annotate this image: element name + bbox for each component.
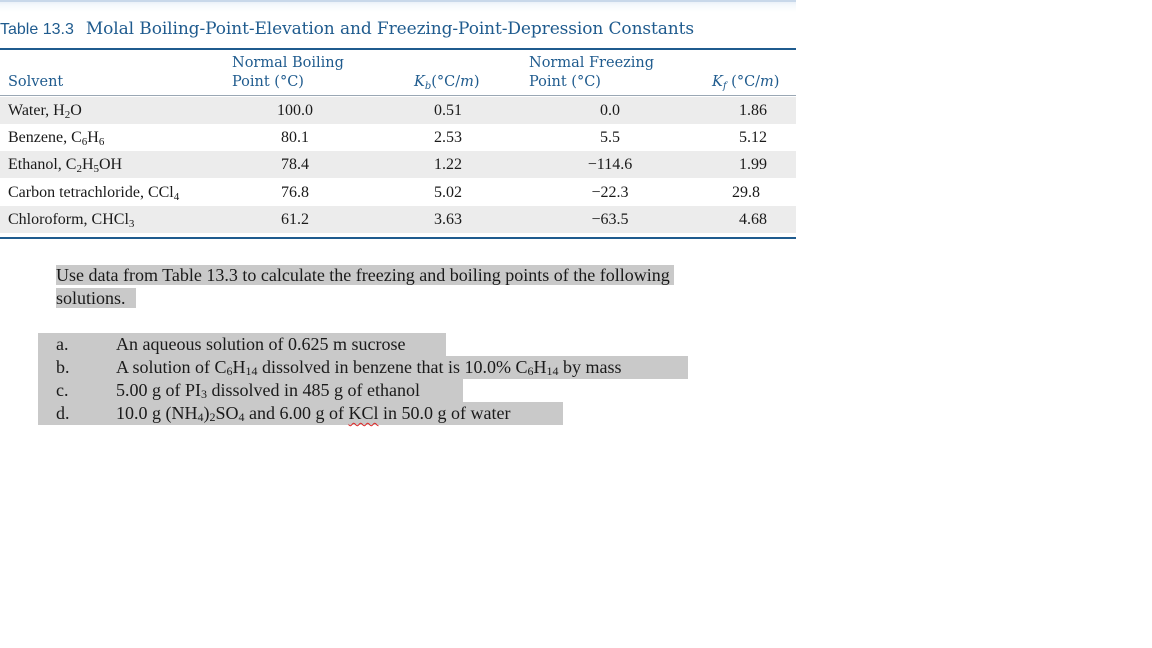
header-boiling-point: Normal Boiling Point (°C): [232, 54, 344, 92]
highlight: [38, 356, 688, 379]
part-letter: d.: [56, 403, 70, 423]
header-boiling-point-line1: Normal Boiling: [232, 55, 344, 71]
part-letter: c.: [56, 380, 69, 400]
question-prompt: Use data from Table 13.3 to calculate th…: [56, 264, 756, 310]
table-caption: Table 13.3 Molal Boiling-Point-Elevation …: [0, 19, 796, 47]
part-text: 10.0 g (NH4)2SO4 and 6.00 g of KCl in 50…: [116, 403, 511, 424]
cell-kf: 5.12: [739, 129, 767, 146]
cell-freezing-point: 5.5: [600, 129, 620, 146]
header-freezing-point-line2: Point (°C): [529, 74, 601, 90]
cell-freezing-point: −63.5: [591, 211, 629, 228]
cell-boiling-point: 78.4: [281, 156, 309, 173]
caption-rule: [0, 48, 796, 50]
cell-solvent: Ethanol, C2H5OH: [8, 156, 123, 175]
cell-boiling-point: 61.2: [281, 211, 309, 228]
cell-boiling-point: 80.1: [281, 129, 309, 146]
table-row-water: Water, H2O 100.0 0.51 0.0 1.86: [0, 97, 796, 124]
cell-freezing-point: −114.6: [587, 156, 633, 173]
highlight: [38, 402, 563, 425]
table-number: Table 13.3: [0, 21, 74, 38]
cell-kb: 0.51: [434, 102, 462, 119]
highlight: [38, 333, 446, 356]
header-solvent: Solvent: [8, 74, 64, 90]
list-item-part-c: c. 5.00 g of PI3 dissolved in 485 g of e…: [38, 379, 698, 402]
cell-kf: 1.99: [739, 156, 767, 173]
cell-solvent: Water, H2O: [8, 102, 82, 121]
highlight: [38, 379, 463, 402]
top-gradient-bar: [0, 0, 796, 12]
table-row-carbon-tetrachloride: Carbon tetrachloride, CCl4 76.8 5.02 −22…: [0, 179, 796, 206]
part-letter: a.: [56, 334, 69, 354]
header-freezing-point: Normal Freezing Point (°C): [529, 54, 654, 92]
header-kb: Kb(°C/m): [414, 74, 480, 92]
table-bottom-rule: [0, 237, 796, 239]
part-text: An aqueous solution of 0.625 m sucrose: [116, 334, 406, 354]
cell-kf: 4.68: [739, 211, 767, 228]
question-parts-list: a. An aqueous solution of 0.625 m sucros…: [38, 333, 698, 425]
cell-freezing-point: 0.0: [600, 102, 620, 119]
spellcheck-underline: KCl: [348, 403, 379, 423]
prompt-line-1: Use data from Table 13.3 to calculate th…: [56, 265, 674, 285]
cell-solvent: Benzene, C6H6: [8, 129, 105, 148]
part-text: 5.00 g of PI3 dissolved in 485 g of etha…: [116, 380, 420, 401]
cell-kb: 3.63: [434, 211, 462, 228]
list-item-part-a: a. An aqueous solution of 0.625 m sucros…: [38, 333, 698, 356]
part-letter: b.: [56, 357, 70, 377]
table-row-chloroform: Chloroform, CHCl3 61.2 3.63 −63.5 4.68: [0, 206, 796, 233]
cell-kf: 29.8: [732, 184, 760, 201]
header-boiling-point-line2: Point (°C): [232, 74, 304, 90]
list-item-part-b: b. A solution of C6H14 dissolved in benz…: [38, 356, 698, 379]
table-row-benzene: Benzene, C6H6 80.1 2.53 5.5 5.12: [0, 124, 796, 151]
cell-solvent: Carbon tetrachloride, CCl4: [8, 184, 180, 203]
table-title: Molal Boiling-Point-Elevation and Freezi…: [85, 19, 695, 39]
part-text: A solution of C6H14 dissolved in benzene…: [116, 357, 622, 378]
cell-boiling-point: 76.8: [281, 184, 309, 201]
table-row-ethanol: Ethanol, C2H5OH 78.4 1.22 −114.6 1.99: [0, 151, 796, 178]
header-freezing-point-line1: Normal Freezing: [529, 55, 655, 71]
cell-solvent: Chloroform, CHCl3: [8, 211, 135, 230]
cell-freezing-point: −22.3: [591, 184, 629, 201]
top-border-line: [0, 0, 796, 2]
list-item-part-d: d. 10.0 g (NH4)2SO4 and 6.00 g of KCl in…: [38, 402, 698, 425]
cell-kb: 1.22: [434, 156, 462, 173]
header-kf: Kf (°C/m): [712, 74, 780, 92]
header-rule: [0, 95, 796, 96]
cell-boiling-point: 100.0: [277, 102, 313, 119]
cell-kb: 5.02: [434, 184, 462, 201]
prompt-line-2: solutions.: [56, 288, 136, 308]
cell-kb: 2.53: [434, 129, 462, 146]
cell-kf: 1.86: [739, 102, 767, 119]
